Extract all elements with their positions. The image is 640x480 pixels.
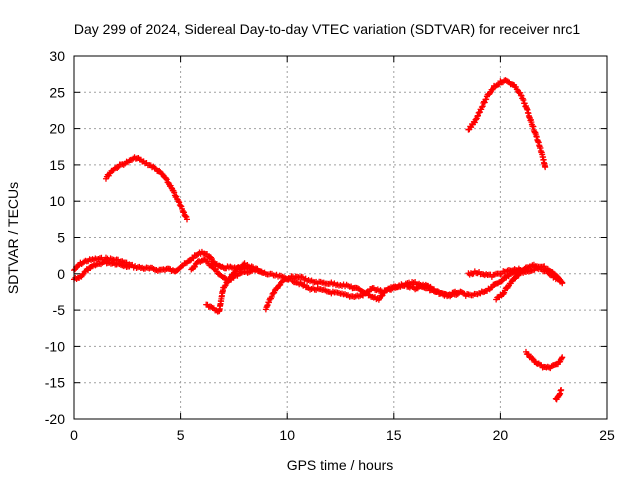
data-point [114,164,121,171]
y-tick-label: 5 [57,230,65,246]
series-arc-f [262,273,461,313]
series-arc-e [203,260,265,315]
x-tick-label: 20 [493,427,509,443]
y-axis-label: SDTVAR / TECUs [5,182,21,294]
data-point [559,354,566,361]
data-point [494,81,501,88]
data-point [442,290,449,297]
y-tick-label: 15 [49,157,65,173]
series-arc-b [71,258,133,283]
y-tick-label: -20 [45,411,65,427]
data-point [436,289,443,296]
data-point [161,267,168,274]
data-point [177,202,184,209]
x-axis-label: GPS time / hours [287,457,394,473]
series-arc-h [493,264,566,303]
data-point [122,262,129,269]
data-point [126,263,133,270]
data-point [162,175,169,182]
y-tick-label: -10 [45,338,65,354]
data-point [237,264,244,271]
data-point [208,254,215,261]
data-point [191,263,198,270]
x-tick-label: 15 [386,427,402,443]
x-tick-label: 5 [177,427,185,443]
x-tick-labels: 0 5 10 15 20 25 [70,427,615,443]
data-point [221,283,228,290]
data-point [481,99,488,106]
chart-title: Day 299 of 2024, Sidereal Day-to-day VTE… [74,21,580,37]
x-tick-label: 25 [599,427,615,443]
data-point [454,291,461,298]
data-point [171,189,178,196]
y-tick-label: -15 [45,375,65,391]
data-point [378,293,385,300]
data-point [479,103,486,110]
y-tick-label: 25 [49,84,65,100]
plot-frame [73,55,608,420]
data-point [79,272,86,279]
x-tick-label: 0 [70,427,78,443]
data-point [558,386,565,393]
data-point [75,262,82,269]
data-point [558,355,565,362]
series-arc-j [522,348,566,372]
data-point [505,283,512,290]
series-arc-i [465,77,549,171]
series-arc-k [552,386,565,403]
data-point [258,268,265,275]
data-point [175,198,182,205]
data-point [483,96,490,103]
data-point [559,280,566,287]
y-tick-label: 10 [49,193,65,209]
data-point [529,355,536,362]
data-point [481,288,488,295]
data-point [498,278,505,285]
grid-lines [74,56,607,419]
data-point [468,124,475,131]
data-point [238,269,245,276]
x-tick-label: 10 [279,427,295,443]
data-point [487,90,494,97]
series-arc-c [102,154,190,223]
data-point [460,290,467,297]
data-point [478,104,485,111]
data-point [151,164,158,171]
data-point [412,286,419,293]
y-tick-labels: -20 -15 -10 -5 0 5 10 15 20 25 30 [45,48,65,427]
y-tick-label: 0 [57,266,65,282]
data-point [542,164,549,171]
data-point [183,216,190,223]
data-points [71,77,566,403]
y-tick-label: 20 [49,121,65,137]
y-tick-label: -5 [53,302,66,318]
data-point [163,176,170,183]
y-tick-label: 30 [49,48,65,64]
data-point [487,284,494,291]
data-point [233,268,240,275]
data-point [268,293,275,300]
